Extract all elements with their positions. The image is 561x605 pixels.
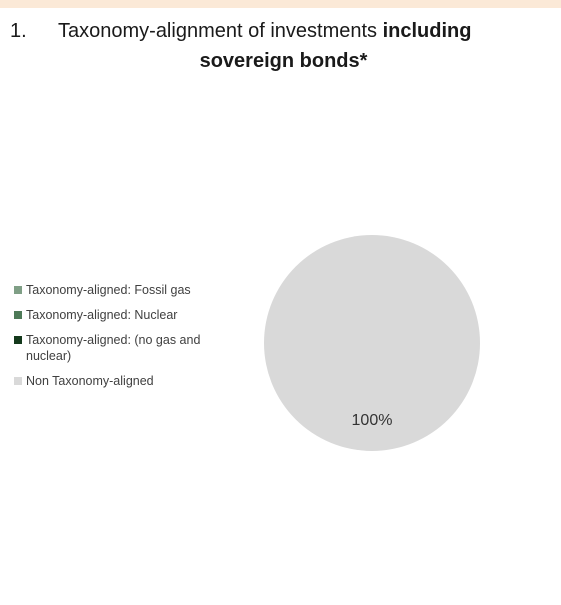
legend-item-non-aligned: Non Taxonomy-aligned [14,373,204,389]
legend-swatch-no-gas-nuclear [14,336,22,344]
pie-slice-non-taxonomy-aligned [264,235,480,451]
legend-label-fossil-gas: Taxonomy-aligned: Fossil gas [26,283,191,297]
legend-swatch-fossil-gas [14,286,22,294]
chart-title: 1. Taxonomy-alignment of investments inc… [0,16,561,76]
pie-data-label: 100% [352,412,393,429]
title-regular-text: Taxonomy-alignment of investments [58,20,383,42]
legend-item-nuclear: Taxonomy-aligned: Nuclear [14,307,204,323]
title-bold-text-1: including [382,20,472,42]
title-number: 1. [10,20,27,42]
legend-label-no-gas-nuclear: Taxonomy-aligned: (no gas and nuclear) [26,333,201,363]
legend-label-non-aligned: Non Taxonomy-aligned [26,374,154,388]
chart-legend: Taxonomy-aligned: Fossil gas Taxonomy-al… [14,282,204,398]
legend-swatch-nuclear [14,311,22,319]
title-bold-text-2: sovereign bonds* [199,50,368,72]
legend-item-no-gas-nuclear: Taxonomy-aligned: (no gas and nuclear) [14,332,204,364]
top-accent-strip [0,0,561,8]
legend-item-fossil-gas: Taxonomy-aligned: Fossil gas [14,282,204,298]
legend-label-nuclear: Taxonomy-aligned: Nuclear [26,308,178,322]
legend-swatch-non-aligned [14,377,22,385]
